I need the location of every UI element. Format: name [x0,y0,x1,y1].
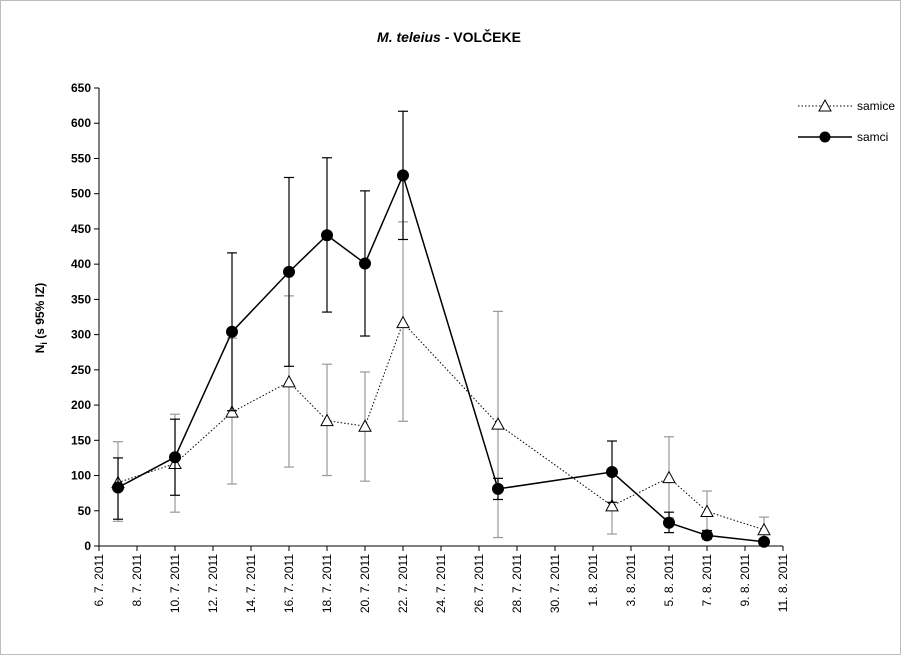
data-point [607,467,618,478]
data-point [170,452,181,463]
y-tick-label: 200 [71,398,91,412]
x-tick-label: 16. 7. 2011 [282,554,296,613]
series-line [118,175,764,541]
legend-entry-samice: samice [798,99,895,113]
x-tick-label: 14. 7. 2011 [244,554,258,613]
y-tick-label: 100 [71,469,91,483]
data-point [360,258,371,269]
data-point [664,517,675,528]
x-tick-label: 11. 8. 2011 [776,554,790,613]
data-point [322,230,333,241]
y-tick-label: 0 [84,539,91,553]
legend-label: samci [857,130,888,144]
data-point [398,170,409,181]
y-tick-label: 350 [71,292,91,306]
chart-title: M. teleius - VOLČEKE [377,28,521,45]
data-point [663,472,675,483]
x-tick-label: 5. 8. 2011 [662,554,676,607]
y-tick-label: 550 [71,151,91,165]
y-tick-label: 300 [71,328,91,342]
data-point [492,418,504,429]
y-tick-label: 450 [71,222,91,236]
x-tick-label: 20. 7. 2011 [358,554,372,613]
data-point [493,483,504,494]
y-tick-label: 50 [78,504,92,518]
x-tick-label: 9. 8. 2011 [738,554,752,607]
y-axis-label: Ni (s 95% IZ) [33,283,49,354]
y-tick-label: 650 [71,81,91,95]
legend-marker [819,100,831,111]
data-point [113,482,124,493]
x-tick-label: 26. 7. 2011 [472,554,486,613]
legend-marker [820,132,831,143]
x-tick-label: 28. 7. 2011 [510,554,524,613]
y-tick-label: 150 [71,433,91,447]
data-point [397,317,409,328]
axes: 0 50 100 150 200 250 300 350 400 450 500 550 600 650 6… [71,81,790,613]
legend: samice samci [798,99,895,144]
x-tick-label: 18. 7. 2011 [320,554,334,613]
legend-label: samice [857,99,895,113]
x-tick-label: 10. 7. 2011 [168,554,182,613]
plot-area [112,111,770,547]
y-tick-label: 500 [71,187,91,201]
x-tick-label: 30. 7. 2011 [548,554,562,613]
data-point [758,524,770,535]
data-point [283,376,295,387]
y-tick-label: 400 [71,257,91,271]
y-tick-label: 600 [71,116,91,130]
x-tick-label: 8. 7. 2011 [130,554,144,607]
series-line [118,323,764,530]
data-point [702,530,713,541]
legend-entry-samci: samci [798,130,888,144]
y-tick-label: 250 [71,363,91,377]
x-tick-label: 7. 8. 2011 [700,554,714,607]
x-tick-label: 1. 8. 2011 [586,554,600,607]
x-tick-label: 22. 7. 2011 [396,554,410,613]
x-tick-label: 24. 7. 2011 [434,554,448,613]
data-point [227,326,238,337]
x-tick-label: 12. 7. 2011 [206,554,220,613]
series-samice [112,222,770,540]
x-tick-label: 3. 8. 2011 [624,554,638,607]
data-point [359,420,371,431]
data-point [759,536,770,547]
x-tick-label: 6. 7. 2011 [92,554,106,607]
data-point [284,266,295,277]
